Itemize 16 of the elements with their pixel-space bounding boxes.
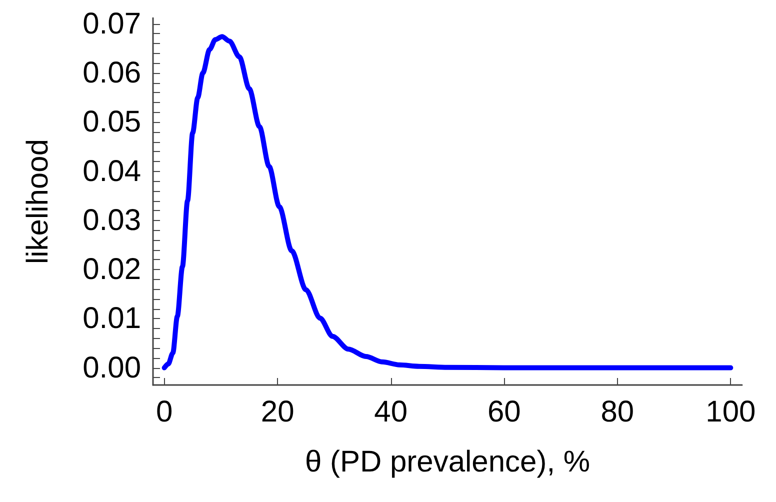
y-tick-label: 0.03 — [82, 204, 141, 237]
y-tick-label: 0.07 — [82, 7, 141, 40]
y-tick-label: 0.02 — [82, 253, 141, 286]
x-tick-label: 40 — [374, 396, 408, 428]
x-tick-label: 20 — [260, 396, 294, 428]
x-axis-title: θ (PD prevalence), % — [304, 446, 590, 478]
y-tick-label: 0.01 — [82, 302, 141, 336]
y-tick-label: 0.06 — [82, 56, 141, 90]
y-tick-label: 0.04 — [82, 154, 141, 188]
x-tick-label: 100 — [706, 396, 756, 428]
x-tick-label: 0 — [156, 396, 173, 428]
x-tick-label: 80 — [600, 396, 634, 428]
y-tick-label: 0.00 — [82, 351, 141, 384]
y-tick-label: 0.05 — [82, 106, 141, 139]
x-tick-label: 60 — [487, 396, 521, 428]
y-axis-title: likelihood — [22, 138, 54, 264]
